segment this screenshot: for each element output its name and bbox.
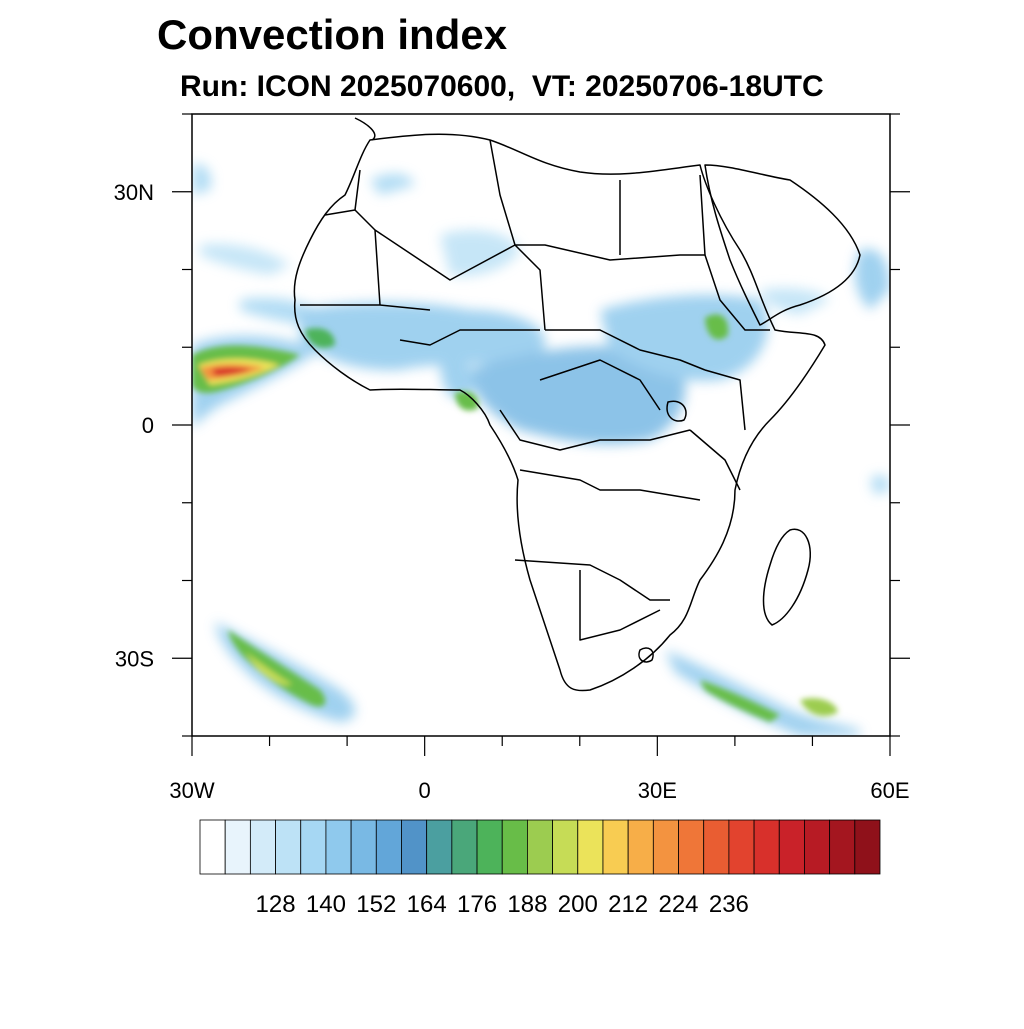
colorbar-label: 200	[558, 891, 598, 918]
lesotho	[638, 647, 654, 663]
colorbar-swatch	[728, 819, 755, 875]
colorbar-label: 212	[608, 891, 648, 918]
colorbar-label: 188	[507, 891, 547, 918]
colorbar-label: 152	[356, 891, 396, 918]
border-egypt	[619, 174, 706, 256]
africa-coastline	[293, 133, 826, 692]
canary-band	[200, 243, 290, 275]
map-tick-labels: 30N 0 30S 30W 0 30E 60E	[114, 180, 910, 803]
madagascar	[762, 528, 812, 626]
colorbar-swatch	[678, 819, 705, 875]
colorbar-swatch	[778, 819, 805, 875]
sahara-cells	[440, 230, 520, 277]
colorbar-swatch	[703, 819, 730, 875]
map-ticks	[172, 113, 910, 756]
colorbar-swatch	[527, 819, 553, 875]
lon-tick-label: 30E	[638, 778, 677, 803]
colorbar-labels: 128 140 152 164 176 188 200 212 224 236	[256, 891, 749, 918]
lat-tick-label: 30N	[114, 180, 154, 205]
colorbar-swatch	[249, 819, 276, 875]
atlantic-core-red	[212, 367, 252, 376]
coastlines	[293, 117, 861, 692]
central-africa-cells	[470, 346, 686, 445]
colorbar	[199, 819, 881, 875]
colorbar-swatch	[652, 819, 679, 875]
colorbar-label: 236	[709, 891, 749, 918]
east-atlantic-equator	[440, 359, 474, 399]
chart-subtitle: Run: ICON 2025070600, VT: 20250706-18UTC	[180, 70, 824, 103]
border-south	[514, 469, 701, 641]
colorbar-swatch	[275, 819, 302, 875]
colorbar-label: 224	[658, 891, 698, 918]
border-east	[689, 254, 770, 491]
ethiopia-cells	[600, 294, 768, 381]
colorbar-label: 176	[457, 891, 497, 918]
mozambique-channel-core	[700, 680, 780, 722]
colorbar-swatch	[199, 819, 226, 875]
lake-victoria	[666, 400, 687, 422]
colorbar-swatch	[224, 819, 251, 875]
lon-tick-label: 0	[419, 778, 431, 803]
colorbar-swatch	[300, 819, 327, 875]
border-sudan	[515, 244, 705, 261]
madagascar-south-cell	[800, 698, 838, 716]
colorbar-swatch	[375, 819, 402, 875]
gulf-guinea-cell	[455, 391, 479, 411]
west-atlantic-upper	[192, 164, 212, 195]
yemen-cells	[760, 288, 830, 315]
colorbar-swatch	[753, 819, 780, 875]
colorbar-swatch	[401, 819, 428, 875]
ethiopia-core	[705, 314, 729, 340]
iberia-corner	[354, 117, 376, 141]
southwest-indian-band	[665, 650, 860, 736]
colorbar-label: 140	[306, 891, 346, 918]
colorbar-label: 164	[407, 891, 447, 918]
lat-tick-label: 0	[142, 413, 154, 438]
colorbar-swatch	[325, 819, 352, 875]
west-africa-cells	[300, 302, 546, 371]
colorbar-swatch	[854, 819, 881, 875]
colorbar-swatch	[451, 819, 478, 875]
guinea-coast-core	[305, 328, 335, 348]
lon-tick-label: 30W	[169, 778, 214, 803]
colorbar-swatch	[476, 819, 503, 875]
south-atlantic-yellow	[245, 652, 292, 686]
lon-tick-label: 60E	[870, 778, 909, 803]
colorbar-swatch	[829, 819, 856, 875]
border-central	[499, 329, 706, 451]
convection-field	[192, 164, 890, 736]
lat-tick-label: 30S	[115, 646, 154, 671]
colorbar-swatch	[804, 819, 831, 875]
north-africa-cells	[370, 173, 415, 195]
colorbar-swatch	[350, 819, 377, 875]
chart-title: Convection index	[157, 11, 508, 58]
arabian-peninsula	[704, 164, 861, 326]
colorbar-label: 128	[256, 891, 296, 918]
south-atlantic-core	[228, 630, 326, 707]
colorbar-swatch	[501, 819, 528, 875]
colorbar-swatch	[577, 819, 604, 875]
border-west	[300, 169, 540, 346]
colorbar-swatch	[552, 819, 579, 875]
colorbar-swatch	[602, 819, 629, 875]
colorbar-swatch	[627, 819, 654, 875]
colorbar-swatch	[426, 819, 453, 875]
border-libya	[489, 139, 516, 246]
arabia-east	[854, 249, 890, 310]
indian-ocean-east	[870, 474, 890, 495]
